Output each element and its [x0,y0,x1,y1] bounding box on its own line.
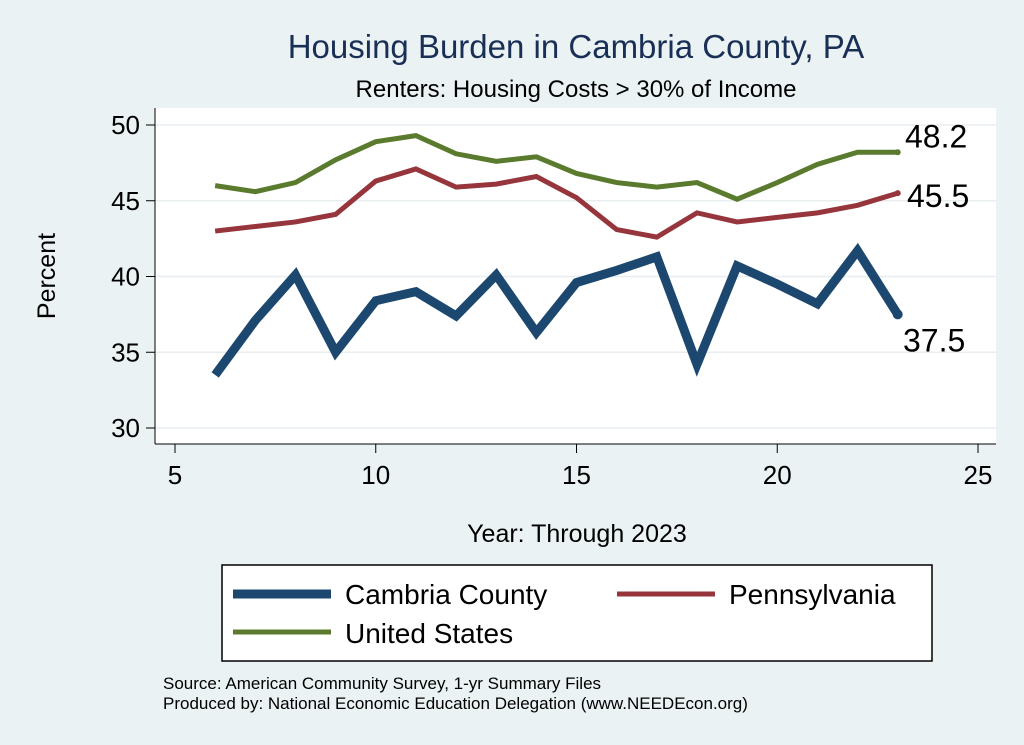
legend-label-united-states: United States [345,618,513,649]
x-axis-label: Year: Through 2023 [467,520,687,548]
y-tick-label-35: 35 [111,337,140,367]
chart-title: Housing Burden in Cambria County, PA [288,28,865,65]
end-label-cambria-county: 37.5 [903,322,965,358]
legend-label-cambria: Cambria County [345,579,547,610]
source-note: Source: American Community Survey, 1-yr … [163,674,601,693]
x-tick-label-10: 10 [361,460,390,490]
series-end-point-united-states [894,149,901,156]
gridlines [155,124,996,429]
series-group [211,133,903,378]
y-tick-label-40: 40 [111,262,140,292]
y-axis-ticks: 30 35 40 45 50 [111,110,155,443]
produced-by-note: Produced by: National Economic Education… [163,694,748,713]
series-end-point-pennsylvania [894,190,901,197]
series-line-united-states [214,133,898,202]
legend-label-pennsylvania: Pennsylvania [729,579,896,610]
x-tick-label-15: 15 [562,460,591,490]
x-axis-ticks: 5 10 15 20 25 [168,444,993,490]
end-label-pennsylvania: 45.5 [907,178,969,214]
end-label-united-states: 48.2 [905,118,967,154]
series-line-pennsylvania [214,166,899,240]
end-labels: 48.2 45.5 37.5 [903,118,969,358]
x-tick-label-25: 25 [964,460,993,490]
series-end-point-cambria-county [892,309,903,320]
x-tick-label-20: 20 [763,460,792,490]
legend-box [221,564,933,662]
series-line-cambria-county [211,242,902,378]
x-tick-label-5: 5 [168,460,182,490]
y-tick-label-30: 30 [111,413,140,443]
y-tick-label-50: 50 [111,110,140,140]
y-tick-label-45: 45 [111,186,140,216]
chart-subtitle: Renters: Housing Costs > 30% of Income [356,76,797,103]
y-axis-label: Percent [33,233,61,319]
